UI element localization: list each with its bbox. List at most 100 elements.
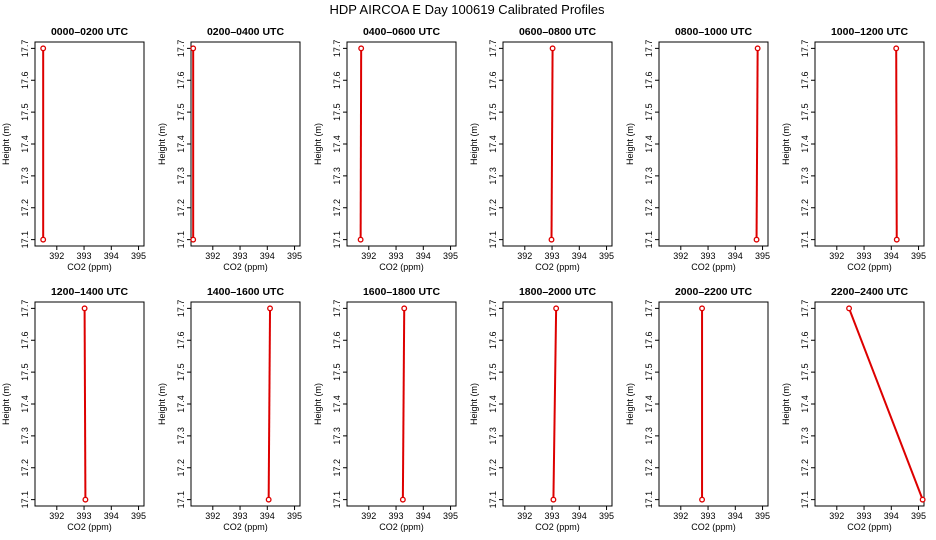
y-tick-label: 17.3 (176, 167, 186, 185)
panel-title: 1200–1400 UTC (51, 286, 128, 298)
panel-title: 0000–0200 UTC (51, 26, 128, 38)
y-tick-label: 17.4 (332, 135, 342, 153)
profile-point (550, 496, 557, 503)
y-tick-label: 17.5 (20, 363, 30, 381)
x-tick-label: 394 (572, 511, 587, 521)
profile-point (358, 45, 365, 52)
profile-line (848, 308, 924, 500)
y-tick-label: 17.1 (176, 231, 186, 249)
y-axis-label: Height (m) (469, 383, 479, 425)
y-tick-label: 17.1 (20, 231, 30, 249)
y-tick-label: 17.5 (20, 103, 30, 121)
plot-frame (658, 301, 769, 507)
x-axis-label: CO2 (ppm) (67, 262, 112, 272)
x-tick-label: 392 (829, 511, 844, 521)
x-tick-label: 393 (389, 251, 404, 261)
y-tick-label: 17.3 (332, 427, 342, 445)
y-tick-label: 17.2 (176, 199, 186, 217)
y-tick-label: 17.1 (332, 231, 342, 249)
x-axis-label: CO2 (ppm) (379, 262, 424, 272)
profile-line (267, 308, 272, 500)
x-tick-label: 393 (77, 511, 92, 521)
y-tick-label: 17.4 (800, 395, 810, 413)
y-tick-label: 17.1 (800, 491, 810, 509)
x-tick-label: 395 (131, 251, 146, 261)
y-axis-label: Height (m) (781, 383, 791, 425)
y-tick-label: 17.7 (176, 300, 186, 318)
y-axis-label: Height (m) (625, 383, 635, 425)
plot-frame (346, 301, 457, 507)
plot-frame (190, 301, 301, 507)
y-tick-label: 17.7 (20, 40, 30, 58)
y-axis-label: Height (m) (313, 383, 323, 425)
x-tick-label: 393 (233, 511, 248, 521)
y-tick-label: 17.6 (800, 331, 810, 349)
x-tick-label: 394 (104, 511, 119, 521)
plot-frame (502, 41, 613, 247)
y-tick-label: 17.3 (20, 427, 30, 445)
y-tick-label: 17.6 (332, 331, 342, 349)
y-tick-label: 17.4 (800, 135, 810, 153)
x-tick-label: 392 (673, 251, 688, 261)
profile-line (755, 48, 759, 240)
x-tick-label: 394 (260, 251, 275, 261)
profile-point (699, 305, 706, 312)
profile-line (83, 308, 87, 500)
y-tick-label: 17.4 (20, 395, 30, 413)
x-axis-label: CO2 (ppm) (535, 262, 580, 272)
panel-11: 2000–2200 UTC 392 393 394 395 17.1 17.2 17.3 17.… (625, 286, 770, 532)
x-tick-label: 392 (517, 511, 532, 521)
y-tick-label: 17.2 (800, 459, 810, 477)
profile-point (81, 305, 88, 312)
panel-9: 1600–1800 UTC 392 393 394 395 17.1 17.2 17.3 17.… (313, 286, 458, 532)
y-tick-label: 17.7 (488, 300, 498, 318)
x-tick-label: 395 (755, 251, 770, 261)
panel-title: 1800–2000 UTC (519, 286, 596, 298)
panel-12: 2200–2400 UTC 392 393 394 395 17.1 17.2 17.3 17.… (781, 286, 926, 532)
x-tick-label: 395 (443, 511, 458, 521)
x-tick-label: 394 (884, 511, 899, 521)
y-tick-label: 17.3 (644, 427, 654, 445)
x-tick-label: 392 (205, 251, 220, 261)
panel-title: 1000–1200 UTC (831, 26, 908, 38)
panel-title: 1400–1600 UTC (207, 286, 284, 298)
panel-4: 0600–0800 UTC 392 393 394 395 17.1 17.2 17.3 17.… (469, 26, 614, 272)
y-tick-label: 17.7 (332, 40, 342, 58)
x-tick-label: 395 (599, 511, 614, 521)
y-tick-label: 17.2 (644, 199, 654, 217)
profile-point (357, 236, 364, 243)
y-tick-label: 17.4 (176, 135, 186, 153)
y-tick-label: 17.2 (176, 459, 186, 477)
profile-point (919, 496, 926, 503)
y-tick-label: 17.3 (176, 427, 186, 445)
y-tick-label: 17.7 (800, 40, 810, 58)
x-axis-label: CO2 (ppm) (223, 522, 268, 532)
panel-6: 1000–1200 UTC 392 393 394 395 17.1 17.2 17.3 17.… (781, 26, 926, 272)
x-axis-label: CO2 (ppm) (691, 262, 736, 272)
y-axis-label: Height (m) (1, 123, 11, 165)
y-tick-label: 17.5 (800, 363, 810, 381)
panel-7: 1200–1400 UTC 392 393 394 395 17.1 17.2 17.3 17.… (1, 286, 146, 532)
y-tick-label: 17.7 (800, 300, 810, 318)
y-tick-label: 17.2 (488, 199, 498, 217)
x-tick-label: 395 (287, 511, 302, 521)
y-tick-label: 17.3 (644, 167, 654, 185)
x-tick-label: 393 (701, 251, 716, 261)
x-tick-label: 395 (911, 511, 926, 521)
panel-title: 0800–1000 UTC (675, 26, 752, 38)
profile-point (82, 496, 89, 503)
profile-point (190, 236, 197, 243)
x-tick-label: 394 (728, 511, 743, 521)
profile-point (893, 236, 900, 243)
x-tick-label: 392 (205, 511, 220, 521)
profile-line (895, 48, 898, 240)
y-tick-label: 17.6 (20, 331, 30, 349)
y-tick-label: 17.2 (488, 459, 498, 477)
y-tick-label: 17.4 (644, 395, 654, 413)
profile-point (846, 305, 853, 312)
y-tick-label: 17.7 (332, 300, 342, 318)
y-tick-label: 17.7 (644, 300, 654, 318)
y-tick-label: 17.7 (20, 300, 30, 318)
profile-point (753, 236, 760, 243)
